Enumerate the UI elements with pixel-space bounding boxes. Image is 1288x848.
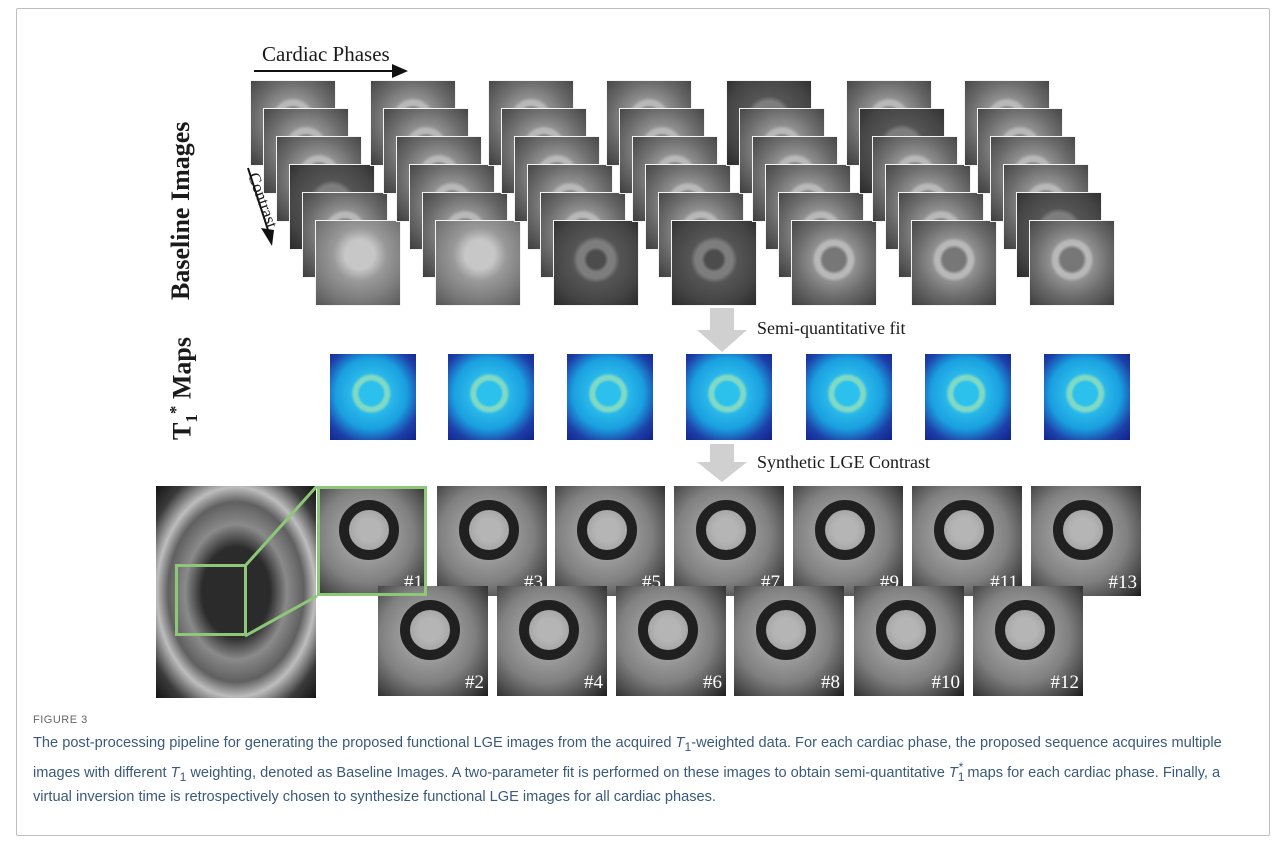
lge-image: #7 (674, 486, 784, 596)
figure-label: FIGURE 3 (33, 714, 88, 726)
cardiac-phases-arrow (254, 64, 408, 78)
baseline-image (1029, 220, 1115, 306)
lge-image: #6 (616, 586, 726, 696)
lge-image: #11 (912, 486, 1022, 596)
baseline-image (315, 220, 401, 306)
t1-map-image (330, 354, 416, 440)
fit-arrow (697, 308, 747, 352)
t1-map-image (1044, 354, 1130, 440)
t1-map-image (806, 354, 892, 440)
baseline-image (671, 220, 757, 306)
cardiac-phases-label: Cardiac Phases (262, 42, 390, 66)
figure-frame (16, 8, 1270, 836)
synthetic-label: Synthetic LGE Contrast (757, 452, 930, 472)
figure-caption: The post-processing pipeline for generat… (33, 735, 1222, 805)
scout-image (156, 486, 316, 698)
t1-map-image (925, 354, 1011, 440)
baseline-image (553, 220, 639, 306)
t1-map-image (448, 354, 534, 440)
baseline-image (911, 220, 997, 306)
phase-label: #8 (821, 672, 840, 693)
zoom-connectors (243, 486, 319, 638)
lge-image: #9 (793, 486, 903, 596)
semi-fit-label: Semi-quantitative fit (757, 318, 906, 338)
phase-label: #2 (465, 672, 484, 693)
synthetic-arrow (697, 444, 747, 482)
baseline-images-label: Baseline Images (166, 121, 195, 300)
phase-label: #12 (1050, 672, 1080, 693)
lge-image: #10 (854, 586, 964, 696)
zoom-highlight-box (317, 486, 427, 596)
lge-image: #2 (378, 586, 488, 696)
scout-roi-box (175, 564, 247, 636)
baseline-image (791, 220, 877, 306)
phase-label: #6 (703, 672, 722, 693)
lge-image: #12 (973, 586, 1083, 696)
t1-map-image (567, 354, 653, 440)
lge-image: #4 (497, 586, 607, 696)
lge-image: #5 (555, 486, 665, 596)
phase-label: #10 (931, 672, 961, 693)
baseline-image (435, 220, 521, 306)
lge-image: #13 (1031, 486, 1141, 596)
lge-image: #1 (317, 486, 427, 596)
contrast-arrow (247, 167, 274, 246)
t1-maps-label: T1* Maps (166, 337, 201, 440)
phase-label: #13 (1108, 572, 1138, 593)
t1-map-image (686, 354, 772, 440)
phase-label: #4 (584, 672, 603, 693)
lge-image: #8 (734, 586, 844, 696)
lge-image: #3 (437, 486, 547, 596)
